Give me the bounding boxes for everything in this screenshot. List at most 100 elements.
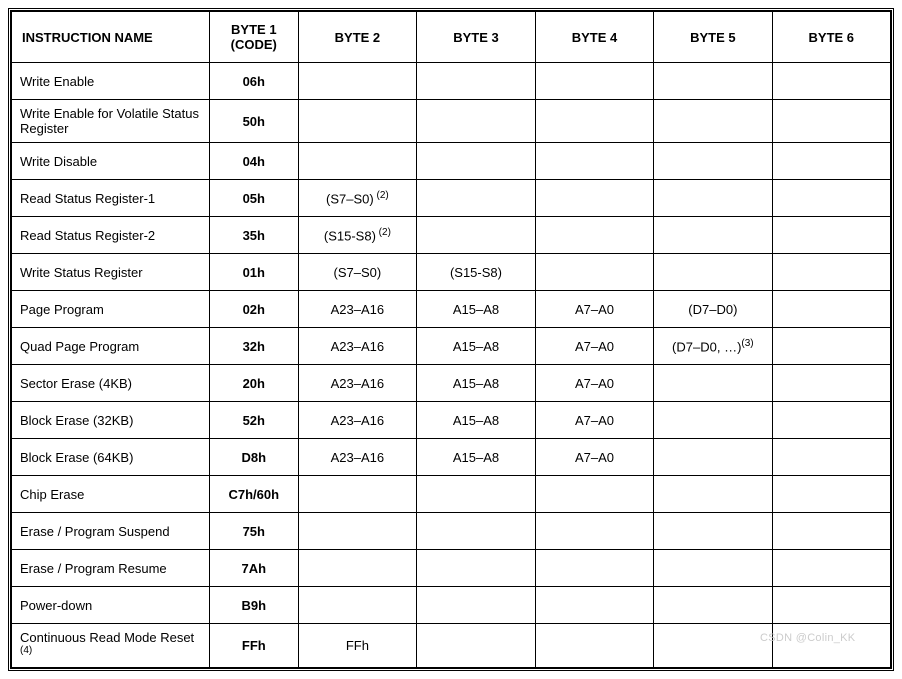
cell-b3: [417, 180, 536, 217]
cell-b6: [772, 513, 890, 550]
cell-code: 20h: [209, 365, 298, 402]
cell-b5: [654, 100, 772, 143]
cell-b5: [654, 180, 772, 217]
cell-b5: [654, 402, 772, 439]
cell-b5: [654, 217, 772, 254]
cell-b6: [772, 550, 890, 587]
cell-b2: A23–A16: [298, 439, 417, 476]
cell-b5: [654, 624, 772, 668]
cell-b4: [535, 476, 653, 513]
cell-b2: [298, 143, 417, 180]
cell-instruction-name: Sector Erase (4KB): [12, 365, 210, 402]
cell-code: 52h: [209, 402, 298, 439]
cell-b2: A23–A16: [298, 365, 417, 402]
cell-b6: [772, 587, 890, 624]
watermark: CSDN @Colin_KK: [760, 632, 855, 644]
cell-b4: [535, 143, 653, 180]
cell-b2: [298, 100, 417, 143]
cell-code: 06h: [209, 63, 298, 100]
cell-b6: [772, 328, 890, 365]
cell-b4: [535, 587, 653, 624]
cell-b5: [654, 63, 772, 100]
cell-instruction-name: Power-down: [12, 587, 210, 624]
cell-b6: [772, 217, 890, 254]
cell-code: B9h: [209, 587, 298, 624]
table-row: Page Program02hA23–A16A15–A8A7–A0(D7–D0): [12, 291, 891, 328]
cell-b2: FFh: [298, 624, 417, 668]
table-row: Write Enable for Volatile Status Registe…: [12, 100, 891, 143]
cell-b4: A7–A0: [535, 402, 653, 439]
cell-b3: A15–A8: [417, 365, 536, 402]
cell-code: 05h: [209, 180, 298, 217]
cell-instruction-name: Read Status Register-1: [12, 180, 210, 217]
cell-b5: [654, 587, 772, 624]
cell-b4: [535, 513, 653, 550]
cell-instruction-name: Write Enable for Volatile Status Registe…: [12, 100, 210, 143]
cell-b4: [535, 217, 653, 254]
cell-b2: [298, 63, 417, 100]
cell-b3: A15–A8: [417, 291, 536, 328]
header-byte3: BYTE 3: [417, 12, 536, 63]
header-byte1-code: BYTE 1 (CODE): [209, 12, 298, 63]
cell-b5: [654, 439, 772, 476]
table-header-row: INSTRUCTION NAME BYTE 1 (CODE) BYTE 2 BY…: [12, 12, 891, 63]
cell-b2: (S7–S0) (2): [298, 180, 417, 217]
cell-code: C7h/60h: [209, 476, 298, 513]
cell-b4: [535, 254, 653, 291]
cell-b4: [535, 180, 653, 217]
table-row: Block Erase (32KB)52hA23–A16A15–A8A7–A0: [12, 402, 891, 439]
cell-b5: [654, 513, 772, 550]
table-row: Block Erase (64KB)D8hA23–A16A15–A8A7–A0: [12, 439, 891, 476]
cell-instruction-name: Write Disable: [12, 143, 210, 180]
cell-b3: A15–A8: [417, 439, 536, 476]
table-row: Continuous Read Mode Reset (4)FFhFFh: [12, 624, 891, 668]
cell-b6: [772, 402, 890, 439]
cell-b3: [417, 624, 536, 668]
cell-instruction-name: Block Erase (64KB): [12, 439, 210, 476]
table-row: Write Status Register01h(S7–S0)(S15-S8): [12, 254, 891, 291]
header-byte6: BYTE 6: [772, 12, 890, 63]
cell-instruction-name: Erase / Program Resume: [12, 550, 210, 587]
cell-code: 35h: [209, 217, 298, 254]
cell-code: 32h: [209, 328, 298, 365]
cell-b4: [535, 624, 653, 668]
cell-b3: [417, 63, 536, 100]
cell-code: 75h: [209, 513, 298, 550]
cell-b6: [772, 254, 890, 291]
cell-b6: [772, 63, 890, 100]
table-row: Power-downB9h: [12, 587, 891, 624]
cell-b4: A7–A0: [535, 365, 653, 402]
cell-b2: [298, 476, 417, 513]
table-row: Read Status Register-105h(S7–S0) (2): [12, 180, 891, 217]
cell-b3: [417, 513, 536, 550]
cell-b6: [772, 439, 890, 476]
cell-instruction-name: Write Status Register: [12, 254, 210, 291]
cell-b5: [654, 365, 772, 402]
cell-b3: [417, 476, 536, 513]
cell-b3: [417, 143, 536, 180]
cell-instruction-name: Erase / Program Suspend: [12, 513, 210, 550]
cell-b4: [535, 100, 653, 143]
cell-instruction-name: Chip Erase: [12, 476, 210, 513]
cell-b6: [772, 624, 890, 668]
cell-b6: [772, 143, 890, 180]
header-byte4: BYTE 4: [535, 12, 653, 63]
table-row: Write Enable06h: [12, 63, 891, 100]
cell-b3: A15–A8: [417, 328, 536, 365]
cell-b4: [535, 63, 653, 100]
table-row: Erase / Program Resume7Ah: [12, 550, 891, 587]
cell-b6: [772, 476, 890, 513]
instruction-table: INSTRUCTION NAME BYTE 1 (CODE) BYTE 2 BY…: [11, 11, 891, 668]
cell-code: 50h: [209, 100, 298, 143]
cell-b5: (D7–D0, …)(3): [654, 328, 772, 365]
table-row: Sector Erase (4KB)20hA23–A16A15–A8A7–A0: [12, 365, 891, 402]
cell-b3: (S15-S8): [417, 254, 536, 291]
cell-b2: [298, 550, 417, 587]
cell-b2: [298, 513, 417, 550]
table-row: Chip EraseC7h/60h: [12, 476, 891, 513]
cell-b5: [654, 143, 772, 180]
cell-b6: [772, 365, 890, 402]
cell-instruction-name: Read Status Register-2: [12, 217, 210, 254]
cell-b2: (S7–S0): [298, 254, 417, 291]
cell-instruction-name: Block Erase (32KB): [12, 402, 210, 439]
